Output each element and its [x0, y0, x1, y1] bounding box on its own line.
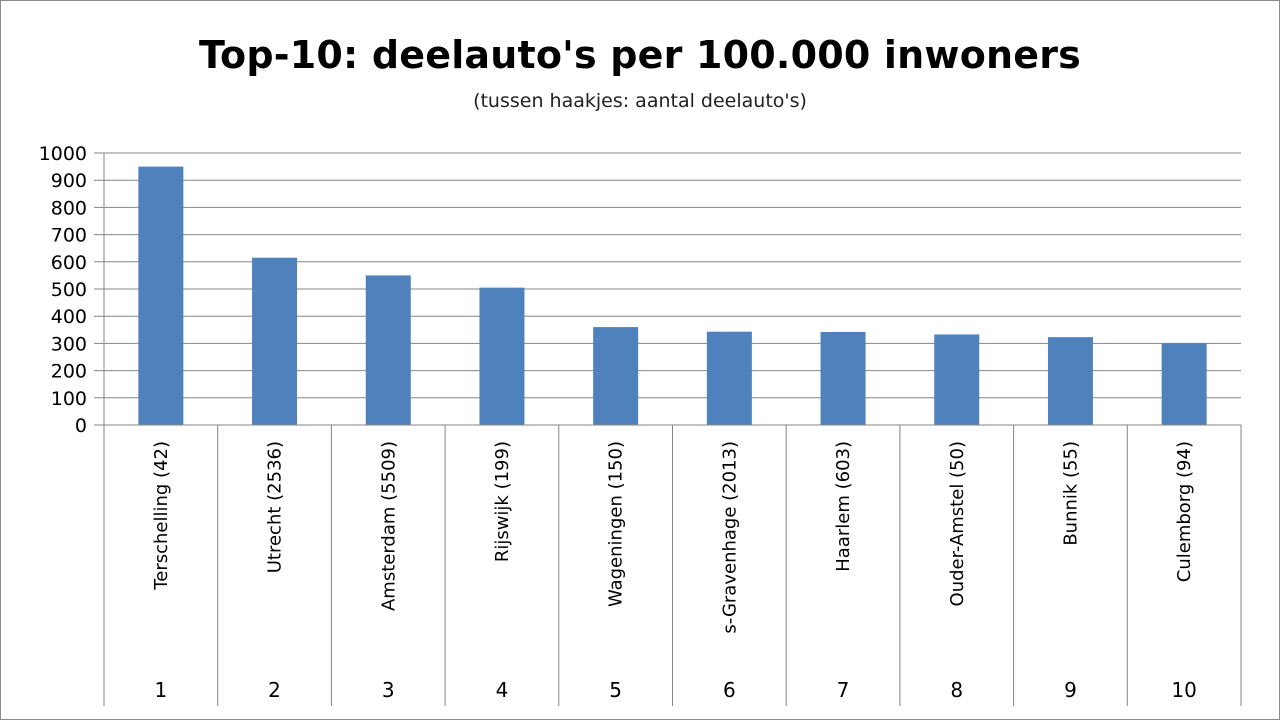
x-rank-label: 3 [382, 678, 395, 702]
bar [820, 331, 866, 425]
x-category-label: Haarlem (603) [833, 441, 854, 572]
bar [1047, 337, 1093, 425]
bar [138, 166, 184, 425]
bar [479, 287, 525, 425]
y-tick-label: 900 [51, 170, 87, 192]
y-tick-label: 0 [75, 415, 87, 437]
x-category-label: Ouder-Amstel (50) [947, 441, 968, 606]
bar [706, 331, 752, 425]
y-tick-label: 500 [51, 279, 87, 301]
y-tick-label: 300 [51, 333, 87, 355]
x-category-label: Terschelling (42) [151, 441, 172, 591]
x-rank-label: 10 [1171, 678, 1196, 702]
y-tick-label: 600 [51, 252, 87, 274]
bar [1161, 343, 1207, 425]
bar [365, 275, 411, 425]
x-rank-label: 8 [950, 678, 963, 702]
x-rank-label: 2 [268, 678, 281, 702]
y-tick-label: 800 [51, 197, 87, 219]
x-category-label: Wageningen (150) [606, 441, 627, 607]
y-tick-label: 200 [51, 361, 87, 383]
x-category-label: Culemborg (94) [1174, 441, 1195, 582]
x-category-label: Utrecht (2536) [265, 441, 286, 573]
bar [593, 327, 639, 425]
x-rank-label: 7 [837, 678, 850, 702]
x-category-label: Amsterdam (5509) [378, 441, 399, 611]
y-tick-label: 1000 [39, 143, 87, 165]
x-rank-label: 4 [496, 678, 509, 702]
bar [934, 334, 980, 425]
x-rank-label: 9 [1064, 678, 1077, 702]
x-rank-label: 5 [609, 678, 622, 702]
y-tick-label: 100 [51, 388, 87, 410]
x-rank-label: 6 [723, 678, 736, 702]
bar [252, 257, 298, 425]
y-tick-label: 400 [51, 306, 87, 328]
y-tick-label: 700 [51, 225, 87, 247]
chart-subtitle: (tussen haakjes: aantal deelauto's) [473, 90, 807, 112]
x-rank-label: 1 [154, 678, 167, 702]
chart-title: Top-10: deelauto's per 100.000 inwoners [198, 33, 1081, 77]
x-category-label: s-Gravenhage (2013) [719, 441, 740, 634]
x-category-label: Bunnik (55) [1060, 441, 1081, 546]
x-category-label: Rijswijk (199) [492, 441, 513, 562]
